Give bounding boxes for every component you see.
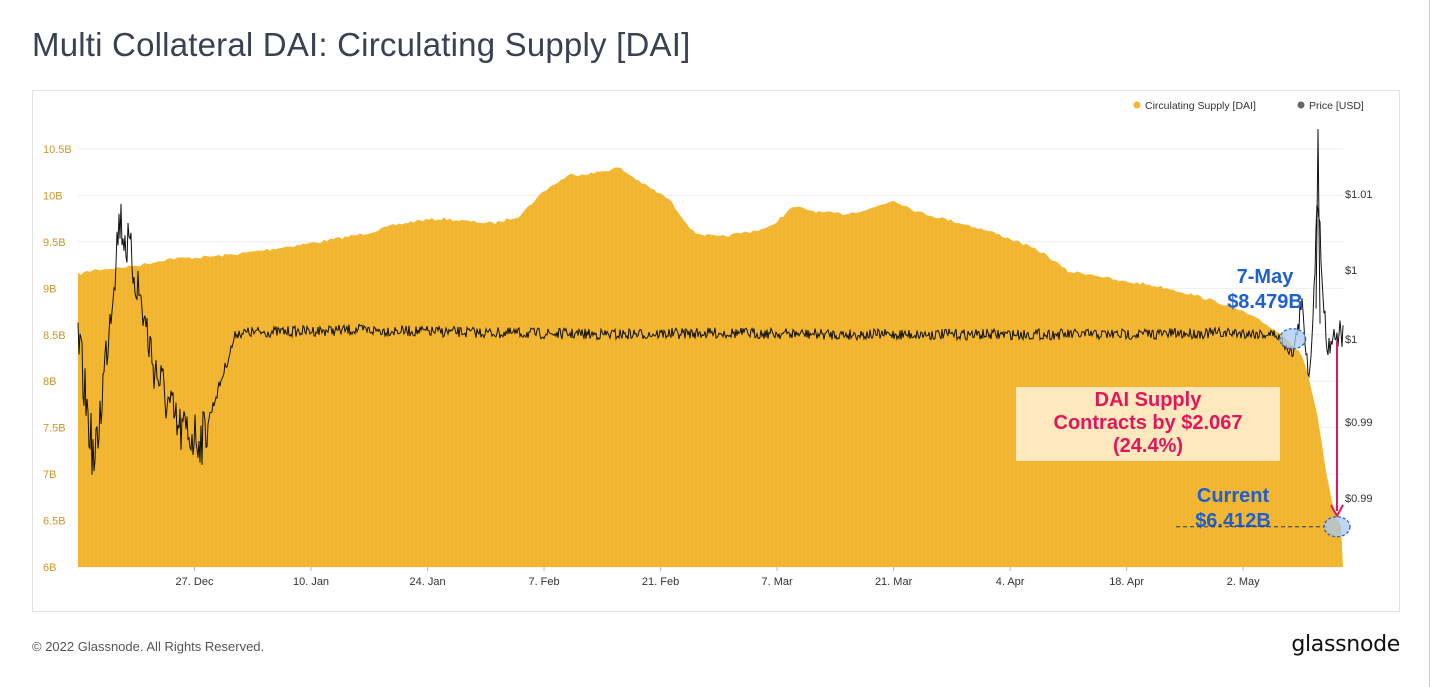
legend-marker bbox=[1297, 101, 1305, 109]
annotation-current-text: $6.412B bbox=[1195, 510, 1271, 532]
right-tick-label: $0.99 bbox=[1345, 493, 1373, 505]
may7-marker bbox=[1279, 328, 1307, 350]
x-tick-label: 21. Feb bbox=[642, 576, 679, 588]
left-tick-label: 9B bbox=[43, 283, 56, 295]
left-y-axis: 6B 6.5B 7B 7.5B 8B 8.5B 9B 9.5B 10B 10.5B bbox=[43, 144, 72, 574]
right-tick-label: $1 bbox=[1345, 334, 1357, 346]
arrow-head bbox=[1330, 504, 1344, 519]
x-tick-label: 21. Mar bbox=[875, 576, 913, 588]
glassnode-logo: glassnode bbox=[1291, 632, 1400, 657]
annotation-current-text: Current bbox=[1197, 485, 1270, 507]
annotation-contract-text: Contracts by $2.067 bbox=[1054, 412, 1243, 434]
x-tick-label: 18. Apr bbox=[1109, 576, 1144, 588]
x-tick-label: 24. Jan bbox=[409, 576, 445, 588]
left-tick-label: 8.5B bbox=[43, 330, 66, 342]
annotation-may7-text: $8.479B bbox=[1227, 291, 1303, 313]
x-tick-label: 27. Dec bbox=[176, 576, 214, 588]
left-tick-label: 9.5B bbox=[43, 237, 66, 249]
annotation-contract-text: DAI Supply bbox=[1095, 389, 1203, 411]
right-tick-label: $0.99 bbox=[1345, 417, 1373, 429]
legend-marker bbox=[1133, 101, 1141, 109]
right-tick-label: $1 bbox=[1345, 265, 1357, 277]
left-tick-label: 10B bbox=[43, 190, 63, 202]
left-tick-label: 8B bbox=[43, 376, 56, 388]
x-tick-label: 4. Apr bbox=[996, 576, 1025, 588]
supply-area bbox=[78, 167, 1343, 567]
legend-label: Circulating Supply [DAI] bbox=[1145, 100, 1256, 112]
right-y-axis: $0.99 $0.99 $1 $1 $1.01 bbox=[1345, 189, 1373, 505]
right-tick-label: $1.01 bbox=[1345, 189, 1373, 201]
x-tick-label: 7. Feb bbox=[528, 576, 559, 588]
legend[interactable]: Circulating Supply [DAI] Price [USD] bbox=[1133, 100, 1364, 112]
price-spike bbox=[1315, 128, 1321, 324]
annotation-may7-text: 7-May bbox=[1237, 266, 1295, 288]
current-marker bbox=[1323, 516, 1351, 538]
x-tick-label: 2. May bbox=[1227, 576, 1261, 588]
left-tick-label: 6.5B bbox=[43, 516, 66, 528]
annotation-contract-text: (24.4%) bbox=[1113, 435, 1183, 457]
left-tick-label: 7.5B bbox=[43, 423, 66, 435]
left-tick-label: 7B bbox=[43, 469, 56, 481]
page-title: Multi Collateral DAI: Circulating Supply… bbox=[32, 26, 691, 63]
chart-panel: 6B 6.5B 7B 7.5B 8B 8.5B 9B 9.5B 10B 10.5B $0.99 $0… bbox=[32, 90, 1400, 612]
x-axis: 27. Dec 10. Jan 24. Jan 7. Feb 21. Feb 7. Mar… bbox=[176, 567, 1261, 588]
x-tick-label: 7. Mar bbox=[761, 576, 793, 588]
copyright-text: © 2022 Glassnode. All Rights Reserved. bbox=[32, 639, 265, 654]
price-line-series bbox=[77, 128, 1344, 475]
price-line bbox=[77, 203, 1344, 475]
left-tick-label: 6B bbox=[43, 562, 56, 574]
left-tick-label: 10.5B bbox=[43, 144, 72, 156]
legend-label: Price [USD] bbox=[1309, 100, 1364, 112]
supply-area-series bbox=[78, 167, 1343, 567]
x-tick-label: 10. Jan bbox=[293, 576, 329, 588]
annotation-box bbox=[1016, 387, 1280, 461]
